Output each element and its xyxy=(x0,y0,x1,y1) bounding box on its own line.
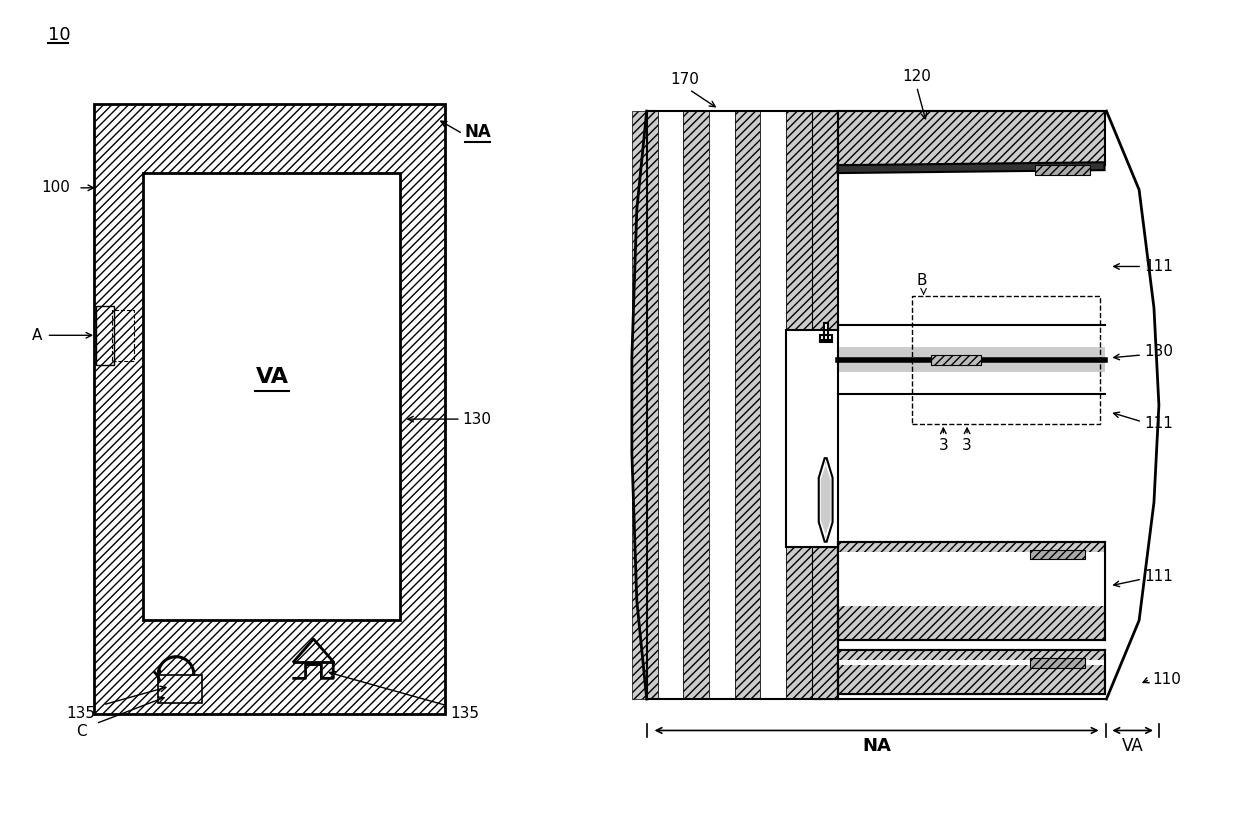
Bar xyxy=(94,104,445,713)
Text: VA: VA xyxy=(1122,737,1143,755)
Bar xyxy=(931,355,981,364)
Polygon shape xyxy=(812,111,837,330)
Text: 111: 111 xyxy=(1145,259,1173,274)
Bar xyxy=(837,551,1105,605)
Polygon shape xyxy=(786,111,812,699)
Bar xyxy=(159,676,202,703)
Polygon shape xyxy=(786,330,837,546)
Text: 3: 3 xyxy=(962,438,972,453)
Polygon shape xyxy=(837,541,1105,640)
Bar xyxy=(837,659,1105,664)
Polygon shape xyxy=(837,649,1105,694)
Text: B: B xyxy=(916,273,928,288)
Text: 170: 170 xyxy=(670,72,698,87)
Text: 10: 10 xyxy=(48,26,71,44)
Text: 111: 111 xyxy=(1145,568,1173,584)
Polygon shape xyxy=(760,111,786,699)
Text: VA: VA xyxy=(255,367,289,387)
Polygon shape xyxy=(837,162,1105,173)
Bar xyxy=(144,173,401,620)
Bar xyxy=(95,305,114,364)
Polygon shape xyxy=(837,111,1105,165)
Bar xyxy=(1030,658,1085,667)
Polygon shape xyxy=(632,111,657,699)
Polygon shape xyxy=(786,330,812,546)
Bar xyxy=(1035,165,1090,175)
Bar xyxy=(837,347,1105,359)
Text: C: C xyxy=(76,724,87,739)
Text: NA: NA xyxy=(465,123,491,141)
Text: 130: 130 xyxy=(1145,345,1173,360)
Polygon shape xyxy=(632,111,1162,699)
Polygon shape xyxy=(812,546,837,699)
Bar xyxy=(911,296,1100,423)
Polygon shape xyxy=(821,462,831,538)
Bar xyxy=(820,340,832,342)
Text: 110: 110 xyxy=(1152,672,1180,687)
Bar xyxy=(837,360,1105,372)
Bar xyxy=(1030,550,1085,559)
Bar xyxy=(112,310,134,361)
Text: A: A xyxy=(31,328,42,343)
Bar xyxy=(837,176,1105,320)
Text: 135: 135 xyxy=(67,706,95,722)
Polygon shape xyxy=(683,111,709,699)
Text: 3: 3 xyxy=(939,438,949,453)
Text: 130: 130 xyxy=(463,412,492,427)
Polygon shape xyxy=(735,111,760,699)
Text: 120: 120 xyxy=(903,70,931,84)
Polygon shape xyxy=(709,111,735,699)
Polygon shape xyxy=(657,111,683,699)
Polygon shape xyxy=(820,323,832,340)
Text: 100: 100 xyxy=(42,180,71,195)
Text: NA: NA xyxy=(862,737,892,755)
Text: 111: 111 xyxy=(1145,416,1173,432)
Polygon shape xyxy=(818,458,832,541)
Polygon shape xyxy=(812,111,837,699)
Text: 135: 135 xyxy=(450,706,479,722)
